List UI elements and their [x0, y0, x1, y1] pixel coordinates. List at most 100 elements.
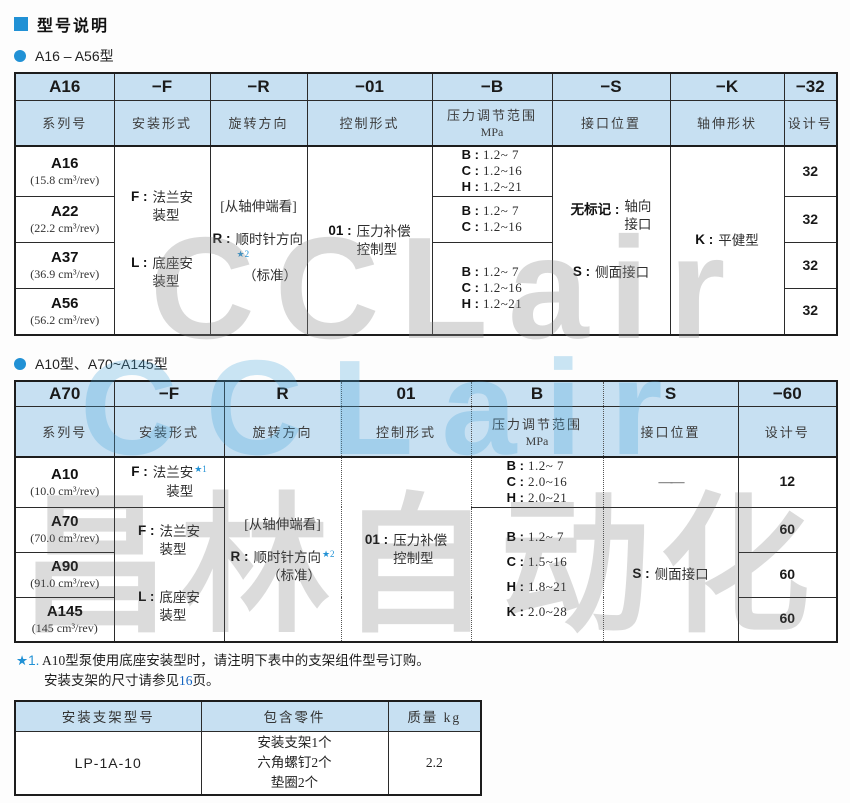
rotation-line2: （标准）: [266, 568, 321, 584]
section2-label: A10型、A70~A145型: [35, 355, 168, 372]
mount-option-foot: L : 底座安 装型: [131, 255, 193, 291]
series-displacement: (56.2 cm³/rev): [30, 312, 100, 327]
label-cell: 设计号: [737, 406, 838, 458]
control-cell: 01 : 压力补偿 控制型: [340, 456, 472, 643]
series-cell: A90 (91.0 cm³/rev): [14, 551, 115, 598]
port-option-axial: 无标记 : 轴向 接口: [571, 198, 652, 234]
model-table-a16-a56: A16 −F −R −01 −B −S −K −32 系列号 安装形式 旋转方向…: [14, 72, 838, 336]
series-displacement: (70.0 cm³/rev): [30, 531, 100, 545]
option-key: F :: [131, 188, 148, 204]
bracket-table: 安装支架型号 包含零件 质量 kg LP-1A-10 安装支架1个 六角螺钉2个…: [14, 700, 482, 797]
footnote-1-line1: ★1. A10型泵使用底座安装型时，请注明下表中的支架组件型号订购。: [16, 651, 850, 671]
mount-option-flange: F : 法兰安 装型: [131, 189, 193, 225]
label-cell: 旋转方向: [209, 99, 308, 147]
pressure-unit: MPa: [525, 433, 549, 448]
series-displacement: (145 cm³/rev): [31, 620, 98, 635]
table1-label-row: 系列号 安装形式 旋转方向 控制形式 压力调节范围 MPa 接口位置 轴伸形状 …: [14, 99, 838, 147]
footnote-1-text: A10型泵使用底座安装型时，请注明下表中的支架组件型号订购。: [42, 653, 430, 668]
code-cell: A16: [14, 72, 115, 101]
footnote-mark-icon: ★2: [236, 248, 250, 259]
label-cell: 接口位置: [551, 99, 671, 147]
option-key: K :: [695, 231, 714, 247]
series-displacement: (15.8 cm³/rev): [30, 173, 100, 187]
port-cell: S : 侧面接口: [602, 506, 739, 643]
footnote-1-marker: ★1.: [16, 653, 40, 668]
bracket-parts: 安装支架1个 六角螺钉2个 垫圈2个: [200, 730, 389, 796]
section1-header: A16 – A56型: [0, 36, 850, 72]
blue-square-icon: [14, 17, 28, 31]
code-cell: 01: [340, 380, 472, 407]
rotation-line1: 顺时针方向★2: [235, 231, 304, 259]
table2-row-a90: A90 (91.0 cm³/rev) 60: [14, 551, 838, 598]
series-cell: A10 (10.0 cm³/rev): [14, 456, 115, 508]
label-cell: 安装形式: [113, 99, 211, 147]
mount-option-foot: L : 底座安 装型: [138, 589, 200, 625]
page-16-link[interactable]: 16: [179, 672, 193, 688]
series-cell: A16 (15.8 cm³/rev): [14, 145, 115, 197]
series-cell: A37 (36.9 cm³/rev): [14, 242, 115, 289]
footnote-1-text: 安装支架的尺寸请参见: [44, 672, 179, 688]
mount-cell: F : 法兰安 装型 L : 底座安 装型: [113, 145, 211, 335]
series-displacement: (22.2 cm³/rev): [30, 221, 100, 235]
label-cell: 轴伸形状: [669, 99, 785, 147]
pressure-line: H :1.2~21: [461, 179, 523, 194]
label-cell: 控制形式: [340, 406, 472, 458]
label-cell: 控制形式: [306, 99, 433, 147]
option-key: S :: [572, 264, 591, 280]
design-cell: 32: [783, 145, 838, 197]
option-text: 平健型: [718, 232, 759, 248]
option-key: L :: [131, 255, 148, 271]
pressure-line: H :1.8~21: [506, 579, 568, 595]
series-cell: A22 (22.2 cm³/rev): [14, 196, 115, 243]
mount-line1: 法兰安★1: [152, 463, 207, 481]
pressure-line: C :1.2~16: [461, 279, 523, 295]
option-key: F :: [131, 464, 148, 480]
bracket-header-parts: 包含零件: [200, 700, 389, 732]
table2-row-a10: A10 (10.0 cm³/rev) F : 法兰安★1 装型 [从轴伸端看]: [14, 456, 838, 643]
section2-header: A10型、A70~A145型: [0, 336, 850, 380]
series-name: A145: [46, 602, 83, 620]
option-key: F :: [138, 522, 155, 538]
table1-row-a37: A37 (36.9 cm³/rev) B :1.2~ 7 C :1.2~16 H…: [14, 242, 838, 335]
series-cell: A70 (70.0 cm³/rev): [14, 506, 115, 553]
mount-option-flange: F : 法兰安★1 装型: [131, 464, 207, 500]
design-cell: 60: [737, 506, 838, 553]
pressure-line: B :1.2~ 7: [506, 529, 565, 545]
code-cell: −60: [737, 380, 838, 407]
bracket-row: LP-1A-10 安装支架1个 六角螺钉2个 垫圈2个 2.2: [14, 730, 482, 796]
pressure-line: K :2.0~28: [506, 604, 568, 620]
option-text: 法兰安 装型: [152, 189, 194, 224]
table1-row-a22: A22 (22.2 cm³/rev) B :1.2~ 7 C :1.2~16 3…: [14, 196, 838, 243]
control-cell: 01 : 压力补偿 控制型: [306, 145, 433, 335]
label-cell-pressure: 压力调节范围 MPa: [431, 99, 553, 147]
rotation-line1: 顺时针方向★2: [253, 548, 335, 566]
series-displacement: (36.9 cm³/rev): [30, 267, 100, 281]
rotation-option: R : 顺时针方向★2 （标准）: [230, 549, 334, 585]
pressure-cell: B :1.2~ 7 C :2.0~16 H :2.0~21: [470, 456, 604, 508]
shaft-option: K : 平健型: [695, 232, 759, 250]
option-text: 底座安 装型: [152, 256, 193, 290]
code-cell: −32: [783, 72, 838, 101]
option-text: 底座安 装型: [159, 590, 200, 624]
series-displacement: (10.0 cm³/rev): [30, 483, 100, 498]
series-name: A37: [50, 249, 79, 266]
option-key: 01 :: [364, 531, 389, 547]
bracket-header-weight: 质量 kg: [387, 700, 482, 732]
pressure-line: C :1.2~16: [461, 163, 523, 178]
label-cell: 系列号: [14, 406, 115, 458]
label-cell: 设计号: [783, 99, 838, 147]
pressure-line: C :1.5~16: [506, 554, 568, 570]
table2-row-a145: A145 (145 cm³/rev) 60: [14, 596, 838, 643]
pressure-line: B :1.2~ 7: [461, 263, 520, 279]
code-cell: B: [470, 380, 604, 407]
pressure-line: B :1.2~ 7: [461, 147, 520, 162]
no-port-dash: ——: [658, 475, 685, 490]
series-name: A56: [50, 294, 79, 312]
pressure-line: H :1.2~21: [461, 295, 523, 311]
pressure-cell: B :1.2~ 7 C :1.2~16: [431, 196, 553, 243]
model-table-a10-a145: A70 −F R 01 B S −60 系列号 安装形式 旋转方向 控制形式 压…: [14, 379, 838, 643]
pressure-cell: B :1.2~ 7 C :1.2~16 H :1.2~21: [431, 145, 553, 197]
bracket-header-row: 安装支架型号 包含零件 质量 kg: [14, 700, 482, 732]
code-cell: R: [223, 380, 342, 407]
label-cell-pressure: 压力调节范围 MPa: [470, 406, 604, 458]
